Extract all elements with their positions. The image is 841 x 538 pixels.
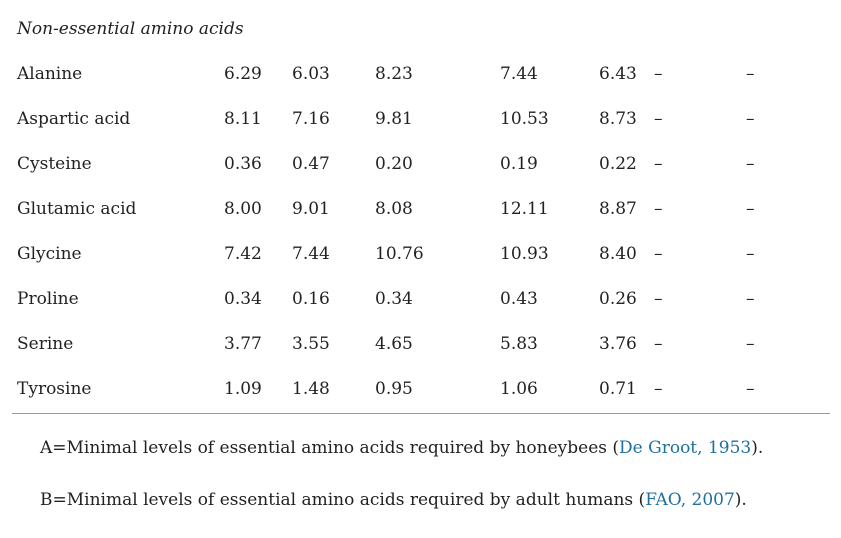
table-cell-value: 7.44 [292, 244, 330, 264]
table-cell-value: – [654, 64, 663, 84]
table-cell-value: – [746, 199, 755, 219]
table-cell-value: 9.81 [375, 109, 413, 129]
table-cell-value: 6.43 [599, 64, 637, 84]
table-cell-value: – [746, 334, 755, 354]
table-row: Cysteine 0.36 0.47 0.20 0.19 0.22– – [0, 154, 841, 178]
table-cell-value: 0.71 [599, 379, 637, 399]
table-row: Alanine 6.29 6.03 8.23 7.44 6.43– – [0, 64, 841, 88]
table-cell-value: 10.93 [500, 244, 549, 264]
amino-acid-name: Alanine [17, 64, 83, 84]
amino-acid-name: Proline [17, 289, 79, 309]
table-cell-value: 10.76 [375, 244, 424, 264]
table-cell-value: – [746, 154, 755, 174]
table-cell-value: 0.43 [500, 289, 538, 309]
amino-acid-name: Glutamic acid [17, 199, 137, 219]
table-cell-value: 6.03 [292, 64, 330, 84]
footnote-b-suffix: ). [734, 490, 747, 510]
table-cell-value: – [746, 244, 755, 264]
table-row: Glutamic acid 8.00 9.01 8.08 12.11 8.87– – [0, 199, 841, 223]
table-cell-value: – [654, 199, 663, 219]
table-cell-value: 0.95 [375, 379, 413, 399]
table-cell-value: – [654, 334, 663, 354]
table-cell-value: – [746, 109, 755, 129]
table-cell-value: 0.19 [500, 154, 538, 174]
table-cell-value: 0.22 [599, 154, 637, 174]
footnote-a: A=Minimal levels of essential amino acid… [40, 438, 763, 458]
table-row: Aspartic acid 8.11 7.16 9.81 10.53 8.73– – [0, 109, 841, 133]
table-cell-value: 0.47 [292, 154, 330, 174]
amino-acid-name: Glycine [17, 244, 82, 264]
table-cell-value: 5.83 [500, 334, 538, 354]
table-cell-value: 7.16 [292, 109, 330, 129]
table-cell-value: – [654, 154, 663, 174]
table-cell-value: 0.20 [375, 154, 413, 174]
table-cell-value: 9.01 [292, 199, 330, 219]
table-cell-value: – [746, 64, 755, 84]
section-title: Non-essential amino acids [17, 19, 244, 39]
table-cell-value: 3.76 [599, 334, 637, 354]
table-cell-value: 1.48 [292, 379, 330, 399]
table-cell-value: – [746, 289, 755, 309]
table-cell-value: 6.29 [224, 64, 262, 84]
table-cell-value: 0.34 [375, 289, 413, 309]
table-cell-value: 1.09 [224, 379, 262, 399]
table-row: Tyrosine 1.09 1.48 0.95 1.06 0.71– – [0, 379, 841, 403]
table-cell-value: – [654, 244, 663, 264]
table-cell-value: 12.11 [500, 199, 549, 219]
table-cell-value: 10.53 [500, 109, 549, 129]
table-cell-value: 8.00 [224, 199, 262, 219]
table-cell-value: 0.34 [224, 289, 262, 309]
table-cell-value: 3.55 [292, 334, 330, 354]
table-cell-value: 8.11 [224, 109, 262, 129]
table-cell-value: 8.23 [375, 64, 413, 84]
table-cell-value: 7.44 [500, 64, 538, 84]
table-cell-value: 8.40 [599, 244, 637, 264]
table-cell-value: 8.73 [599, 109, 637, 129]
table-cell-value: 8.87 [599, 199, 637, 219]
table-row: Serine 3.77 3.55 4.65 5.83 3.76– – [0, 334, 841, 358]
amino-acid-name: Cysteine [17, 154, 92, 174]
table-cell-value: – [654, 289, 663, 309]
footnote-a-suffix: ). [751, 438, 764, 458]
table-cell-value: 3.77 [224, 334, 262, 354]
table-cell-value: 4.65 [375, 334, 413, 354]
table-row: Glycine 7.42 7.44 10.76 10.93 8.40– – [0, 244, 841, 268]
amino-acid-name: Tyrosine [17, 379, 92, 399]
table-cell-value: 1.06 [500, 379, 538, 399]
table-cell-value: 0.16 [292, 289, 330, 309]
table-row: Proline 0.34 0.16 0.34 0.43 0.26– – [0, 289, 841, 313]
table-cell-value: 0.26 [599, 289, 637, 309]
amino-acid-name: Serine [17, 334, 74, 354]
footnote-a-reference-link[interactable]: De Groot, 1953 [619, 438, 752, 458]
table-cell-value: – [746, 379, 755, 399]
table-bottom-rule [12, 413, 830, 414]
table-cell-value: 8.08 [375, 199, 413, 219]
table-cell-value: – [654, 379, 663, 399]
footnote-b-reference-link[interactable]: FAO, 2007 [645, 490, 735, 510]
table-cell-value: 0.36 [224, 154, 262, 174]
table-cell-value: 7.42 [224, 244, 262, 264]
footnote-b: B=Minimal levels of essential amino acid… [40, 490, 747, 510]
table-cell-value: – [654, 109, 663, 129]
amino-acid-name: Aspartic acid [17, 109, 131, 129]
footnote-a-text: A=Minimal levels of essential amino acid… [40, 438, 620, 458]
footnote-b-text: B=Minimal levels of essential amino acid… [40, 490, 646, 510]
